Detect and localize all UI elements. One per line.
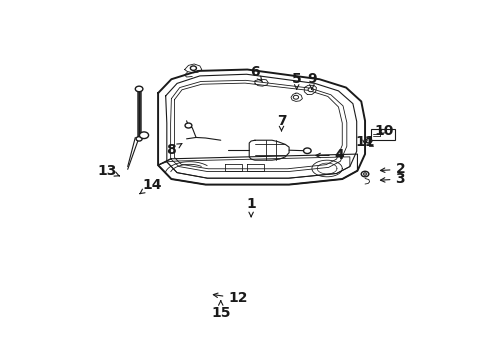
Text: 3: 3 (380, 172, 405, 186)
Text: 5: 5 (292, 72, 301, 89)
Circle shape (366, 139, 372, 143)
Circle shape (303, 148, 311, 153)
Circle shape (190, 66, 196, 70)
Bar (371, 129, 395, 140)
Circle shape (135, 86, 143, 92)
Text: 14: 14 (140, 177, 162, 194)
Text: 7: 7 (277, 114, 286, 131)
Circle shape (140, 132, 148, 139)
Text: 6: 6 (250, 65, 263, 82)
Text: 2: 2 (380, 162, 405, 176)
Circle shape (294, 95, 298, 99)
Circle shape (308, 88, 314, 92)
Circle shape (361, 171, 369, 177)
Text: 15: 15 (211, 301, 230, 320)
Circle shape (363, 173, 367, 175)
Text: 10: 10 (374, 123, 394, 138)
Text: 13: 13 (97, 164, 120, 178)
Text: 4: 4 (316, 148, 344, 162)
Text: 1: 1 (246, 197, 256, 217)
Text: 12: 12 (213, 291, 248, 305)
Text: 9: 9 (307, 72, 317, 89)
Circle shape (136, 136, 142, 141)
Text: 11: 11 (355, 135, 375, 149)
Circle shape (185, 123, 192, 128)
Text: 8: 8 (167, 143, 182, 157)
